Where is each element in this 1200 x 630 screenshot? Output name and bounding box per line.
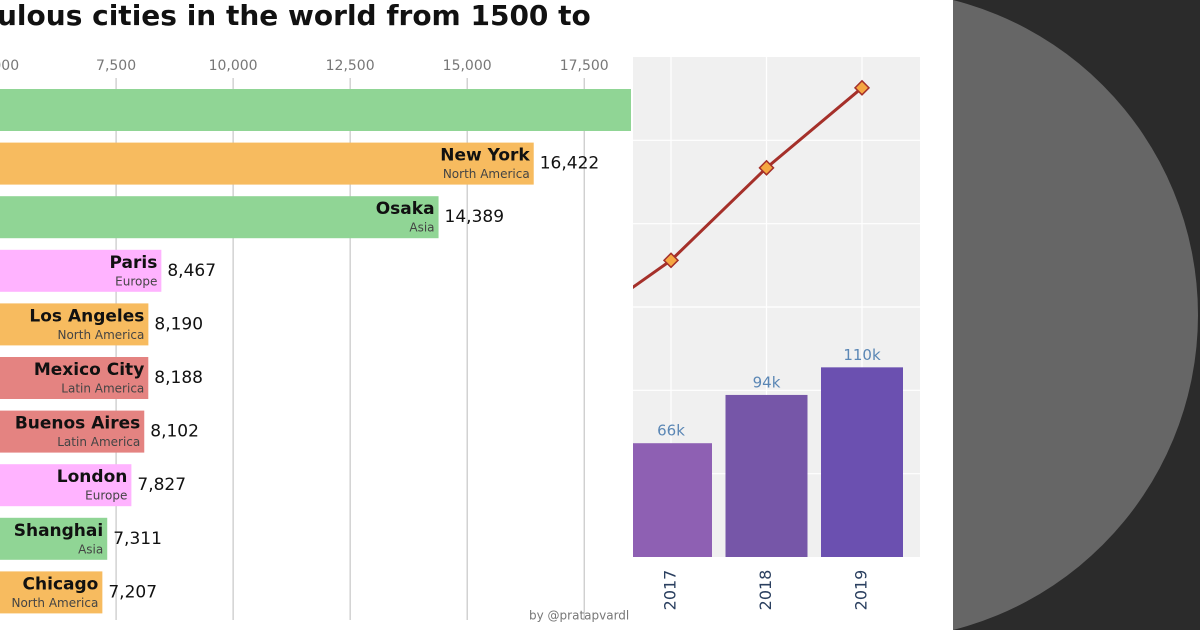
bar-label: Mexico City (34, 360, 144, 380)
bar (0, 464, 132, 507)
marker (853, 79, 871, 96)
value-label: 7,311 (113, 529, 162, 549)
marker (662, 252, 680, 269)
bar (0, 357, 149, 399)
x-tick-label: 7,500 (96, 58, 136, 74)
value-label: 16,422 (540, 154, 599, 174)
value-label: 14,389 (445, 207, 504, 227)
value-label: 8,102 (150, 422, 199, 442)
line (633, 86, 863, 290)
bar (633, 443, 712, 557)
bar (0, 249, 162, 292)
x-tick-label: 17,500 (560, 58, 609, 74)
plot-area (633, 57, 920, 557)
marker (758, 159, 775, 176)
bar (0, 571, 103, 614)
value-label: 7,207 (108, 582, 157, 602)
bar-label: Shanghai (14, 521, 104, 541)
bar-race: ulous cities in the world from 1500 to 5,… (0, 0, 631, 623)
bar-label: London (57, 467, 128, 487)
bar-region: North America (57, 328, 144, 342)
bar-region: Europe (115, 274, 157, 288)
bar (0, 196, 439, 239)
value-label: 8,467 (167, 261, 216, 281)
bar (0, 89, 631, 131)
bar (725, 394, 808, 557)
x-tick-label: 2018 (756, 570, 775, 611)
value-label: 94k (753, 373, 781, 391)
x-tick-label: 5,000 (0, 58, 19, 74)
bar (0, 142, 534, 185)
bar (0, 517, 108, 560)
bar-label: New York (440, 146, 530, 166)
bar-region: North America (443, 167, 530, 181)
value-label: 7,827 (137, 475, 186, 495)
bar-region: Latin America (61, 382, 144, 396)
value-label: 8,190 (154, 314, 203, 334)
bar (0, 303, 149, 346)
bar-region: Europe (85, 489, 127, 503)
bar-label: Osaka (376, 199, 435, 219)
bar-label: Los Angeles (29, 306, 144, 326)
value-label: 8,188 (154, 368, 203, 388)
chart-title: ulous cities in the world from 1500 to (0, 0, 591, 32)
bar-region: Latin America (57, 435, 140, 449)
bar-label: Paris (110, 253, 158, 273)
value-label: 66k (657, 422, 685, 440)
x-tick-label: 2017 (661, 570, 680, 611)
bar (0, 410, 145, 453)
bar-label: Buenos Aires (15, 414, 140, 434)
bar-region: Asia (78, 542, 103, 556)
bar (821, 367, 903, 557)
x-tick-label: 12,500 (326, 58, 375, 74)
overlay-chart: 66k 94k 110k 2017 2018 2019 (633, 57, 920, 611)
x-tick-label: 2019 (852, 570, 871, 611)
value-label: 110k (843, 346, 881, 364)
credit: by @pratapvardl (529, 609, 629, 623)
x-tick-label: 15,000 (443, 58, 492, 74)
bar-region: North America (11, 596, 98, 610)
bar-region: Asia (409, 221, 434, 235)
bar-label: Chicago (23, 574, 99, 594)
x-tick-label: 10,000 (209, 58, 258, 74)
